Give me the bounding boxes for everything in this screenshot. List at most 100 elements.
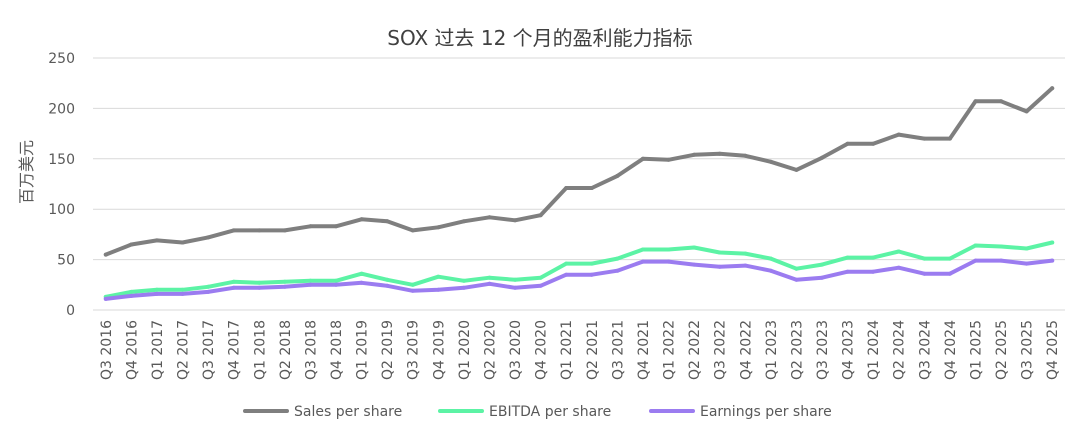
data-point [231,228,236,233]
data-point [640,247,645,252]
x-tick-label: Q2 2021 [585,320,601,380]
data-point [768,268,773,273]
data-point [999,244,1004,249]
x-tick-label: Q4 2016 [124,320,140,380]
x-tick-label: Q1 2019 [355,320,371,380]
data-point [538,283,543,288]
y-tick-label: 250 [48,51,75,67]
x-tick-label: Q4 2024 [943,320,959,380]
legend-label: EBITDA per share [489,404,611,420]
data-point [871,141,876,146]
data-point [564,272,569,277]
data-point [410,228,415,233]
data-point [794,277,799,282]
x-tick-label: Q1 2018 [252,320,268,380]
data-point [129,289,134,294]
data-point [640,156,645,161]
data-point [820,275,824,280]
y-axis-ticks: 0 50 100 150 200 250 [48,51,75,319]
x-tick-label: Q3 2019 [406,320,422,380]
y-tick-label: 200 [48,101,75,117]
data-point [692,152,697,157]
data-point [615,268,620,273]
x-tick-label: Q3 2023 [815,320,831,380]
x-tick-label: Q1 2021 [559,320,575,380]
data-point [794,266,799,271]
series-2 [103,240,1055,299]
data-point [461,278,466,283]
data-point [410,282,415,287]
x-axis-ticks: Q3 2016 Q4 2016 Q1 2017 Q2 2017 Q3 2017 Q4 20… [99,320,1061,380]
data-point [589,261,594,266]
data-point [768,256,773,261]
data-point [717,151,722,156]
data-point [845,255,850,260]
legend-item-1: Sales per share [243,404,402,420]
y-tick-label: 100 [48,202,75,218]
data-point [282,228,287,233]
y-axis-label: 百万美元 [17,140,36,204]
series-line-1 [103,86,1055,257]
data-point [743,263,748,268]
series-3 [103,258,1055,301]
x-tick-label: Q3 2022 [713,320,729,380]
x-tick-label: Q3 2024 [917,320,933,380]
data-point [1024,261,1029,266]
data-point [513,218,518,223]
x-tick-label: Q1 2024 [866,320,882,380]
data-point [385,277,390,282]
x-tick-label: Q3 2020 [508,320,524,380]
x-tick-label: Q1 2022 [662,320,678,380]
data-point [154,291,159,296]
data-point [692,262,697,267]
data-point [1050,240,1055,245]
data-point [334,278,338,283]
data-point [154,287,159,292]
x-tick-label: Q2 2022 [687,320,703,380]
data-point [564,186,569,190]
y-tick-label: 0 [66,303,75,319]
data-point [538,213,543,218]
x-tick-label: Q4 2023 [841,320,857,380]
series-line-3 [103,258,1055,301]
data-point [973,243,978,248]
data-point [154,238,159,243]
data-point [564,261,569,266]
x-tick-label: Q2 2025 [994,320,1010,380]
data-point [947,256,952,261]
legend-label: Sales per share [294,404,402,420]
x-tick-label: Q3 2018 [303,320,319,380]
data-point [410,288,415,293]
data-point [973,258,978,263]
data-point [615,256,620,261]
data-point [308,224,313,229]
grid [93,57,1065,311]
data-point [257,280,262,285]
data-point [640,259,645,264]
x-tick-label: Q4 2017 [227,320,243,380]
data-point [666,259,671,264]
x-tick-label: Q2 2024 [892,320,908,380]
data-point [180,291,185,296]
chart-title: SOX 过去 12 个月的盈利能力指标 [387,26,692,50]
data-point [513,277,518,282]
data-point [436,274,441,279]
data-point [129,293,134,298]
data-point [436,225,441,230]
data-point [820,262,824,267]
data-point [206,235,211,240]
x-tick-label: Q2 2017 [176,320,192,380]
legend-item-2: EBITDA per share [438,404,611,420]
x-tick-label: Q1 2020 [457,320,473,380]
data-point [820,155,824,160]
data-point [129,242,134,247]
data-point [282,284,287,289]
data-point [461,285,466,290]
data-point [334,282,338,287]
data-point [947,136,952,141]
x-tick-label: Q3 2025 [1020,320,1036,380]
data-point [871,269,876,274]
data-point [103,252,108,257]
